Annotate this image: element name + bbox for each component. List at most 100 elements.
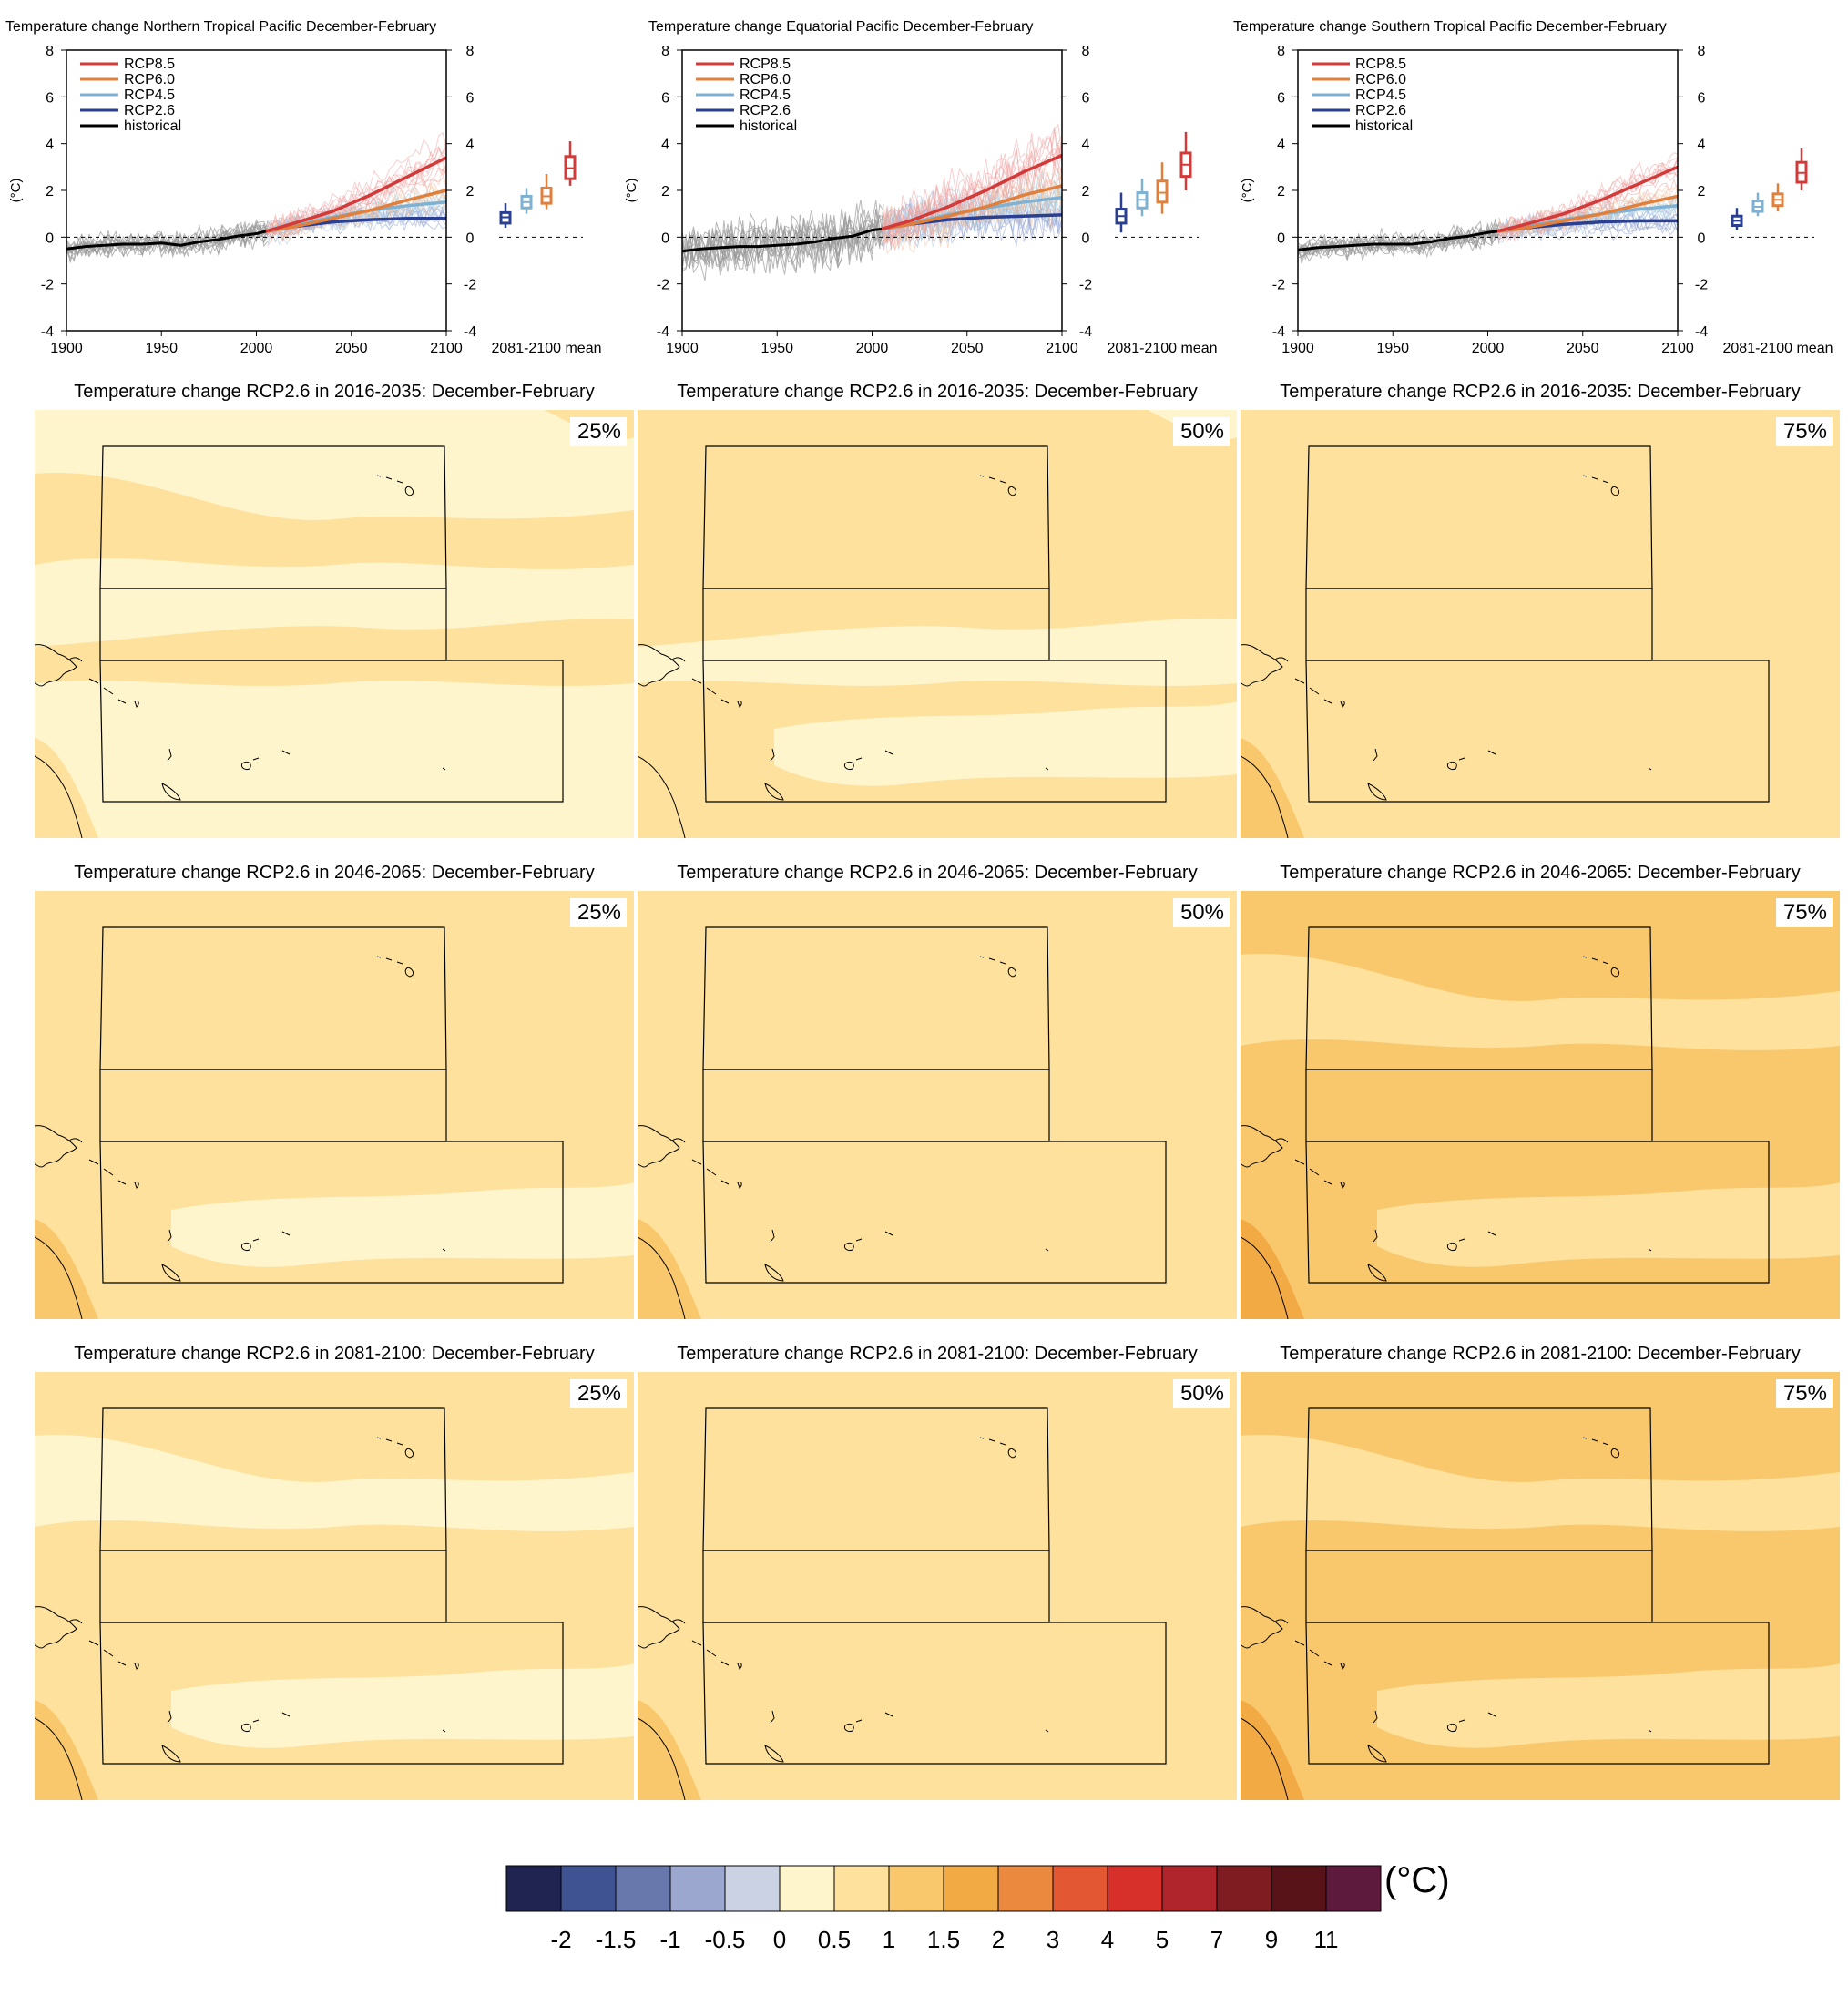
x-tick-label: 2050 — [951, 341, 984, 356]
coastline-island — [134, 1663, 139, 1670]
box-label: 2081-2100 mean — [1108, 341, 1218, 356]
field-patch — [35, 1435, 634, 1531]
coastlines — [35, 475, 446, 839]
ensemble-line — [1498, 159, 1679, 239]
y-tick-label: -4 — [657, 324, 669, 340]
chart-title: Temperature change Northern Tropical Pac… — [5, 19, 436, 35]
y-tick-label: -4 — [41, 324, 54, 340]
x-tick-label: 1950 — [761, 341, 793, 356]
boxplot-rcp60 — [1156, 162, 1169, 214]
colorbar-swatch — [779, 1865, 835, 1912]
field-patch — [1241, 1700, 1304, 1800]
coastline-new-caledonia — [161, 1264, 181, 1282]
coastline-png — [638, 644, 680, 687]
coastline-fiji-small — [1458, 1712, 1496, 1723]
y-tick-label-right: 2 — [1698, 184, 1706, 200]
colorbar-swatch — [615, 1865, 671, 1912]
region-box-south — [702, 660, 1167, 803]
y-tick-label-right: 8 — [466, 44, 475, 59]
field-patch — [1241, 473, 1840, 569]
y-tick-label-right: 0 — [1698, 230, 1706, 246]
ensemble-line — [267, 191, 447, 238]
x-tick-label: 1900 — [50, 341, 83, 356]
box-body — [1156, 179, 1169, 204]
colorbar-swatches: -2 -1.5 -1 -0.5 0 0.5 1 1.5 2 3 4 5 7 9 11 — [505, 1865, 1382, 1953]
map-field — [35, 1372, 634, 1801]
ts-panel-north: Temperature change Northern Tropical Pac… — [0, 0, 616, 364]
coastline — [68, 1138, 83, 1143]
x-tick-label: 2050 — [1567, 341, 1599, 356]
ensemble-line — [883, 180, 1063, 239]
field-patch — [35, 1100, 634, 1167]
legend-label: RCP2.6 — [1355, 103, 1406, 118]
map-canvas — [35, 891, 634, 1320]
y-tick-label-right: -2 — [1695, 278, 1708, 293]
map-title: Temperature change RCP2.6 in 2046-2065: … — [677, 863, 1198, 883]
map-title: Temperature change RCP2.6 in 2081-2100: … — [1280, 1344, 1801, 1364]
colorbar-swatch — [1271, 1865, 1327, 1912]
coastline-australia — [638, 1236, 686, 1320]
coastline-fiji-small — [252, 750, 291, 761]
colorbar-tick-label: 11 — [1314, 1926, 1339, 1953]
region-box-south — [1305, 1622, 1770, 1765]
map-title: Temperature change RCP2.6 in 2081-2100: … — [677, 1344, 1198, 1364]
map-percentile: 25% — [569, 898, 627, 927]
colorbar-swatch — [1052, 1865, 1108, 1912]
coastline-png — [35, 1125, 77, 1168]
coastline-png — [638, 1125, 680, 1168]
coastline — [671, 1619, 686, 1624]
legend-label: RCP2.6 — [740, 103, 791, 118]
ensemble-line — [66, 222, 269, 256]
coastline-solomons — [691, 1640, 730, 1666]
coastline-island — [737, 701, 742, 708]
colorbar-swatch — [1325, 1865, 1382, 1912]
ensemble-line — [267, 192, 447, 241]
map-panel-3: Temperature change RCP2.6 in 2016-2035: … — [1241, 374, 1840, 856]
coastline-vanuatu — [1373, 748, 1378, 762]
ensemble-line — [66, 224, 269, 263]
field-patch — [638, 1581, 1237, 1648]
coastline-island-small — [442, 1729, 446, 1733]
coastline-island-small — [1045, 1729, 1049, 1733]
field-patch — [171, 1182, 634, 1267]
colorbar-swatch — [560, 1865, 617, 1912]
field-patch — [638, 473, 1237, 569]
map-title: Temperature change RCP2.6 in 2016-2035: … — [74, 382, 595, 402]
map-percentile: 25% — [569, 1379, 627, 1408]
field-patch — [1377, 1182, 1840, 1267]
legend-label: RCP4.5 — [740, 87, 791, 103]
coastline-island — [134, 701, 139, 708]
ensemble-line — [883, 164, 1063, 251]
legend-label: historical — [124, 118, 181, 134]
y-tick-label-right: 6 — [1082, 90, 1090, 106]
ensemble-line — [267, 157, 447, 234]
coastline-island — [737, 1663, 742, 1670]
coastline-new-caledonia — [161, 1745, 181, 1763]
coastline-island-small — [1648, 1729, 1652, 1733]
field-patch — [1241, 1219, 1304, 1319]
coastlines — [638, 1437, 1049, 1801]
y-tick-label: -2 — [1272, 278, 1285, 293]
colorbar-swatch — [724, 1865, 781, 1912]
coastline-solomons — [88, 1640, 127, 1666]
legend-label: RCP8.5 — [1355, 56, 1406, 72]
y-tick-label: 8 — [1277, 44, 1285, 59]
ensemble-line — [267, 145, 447, 236]
colorbar-swatch — [505, 1865, 562, 1912]
map-panel-4: Temperature change RCP2.6 in 2046-2065: … — [35, 855, 634, 1337]
coastline-australia — [35, 1236, 83, 1320]
ts-chart-north: Temperature change Northern Tropical Pac… — [5, 19, 601, 356]
coastline — [68, 1619, 83, 1624]
coastline-hawaii — [376, 475, 414, 496]
coastline-island — [1340, 1663, 1345, 1670]
boxplot-rcp85 — [1179, 131, 1192, 190]
x-tick-label: 2000 — [1472, 341, 1505, 356]
coastlines — [1241, 956, 1652, 1320]
map-title: Temperature change RCP2.6 in 2046-2065: … — [1280, 863, 1801, 883]
coastline-hawaii — [1582, 475, 1620, 496]
ensemble-line — [1297, 224, 1500, 261]
y-axis-label: (°C) — [8, 179, 24, 203]
map-field — [638, 891, 1237, 1320]
coastline-png — [1241, 644, 1283, 687]
y-tick-label-right: 4 — [1082, 138, 1090, 153]
